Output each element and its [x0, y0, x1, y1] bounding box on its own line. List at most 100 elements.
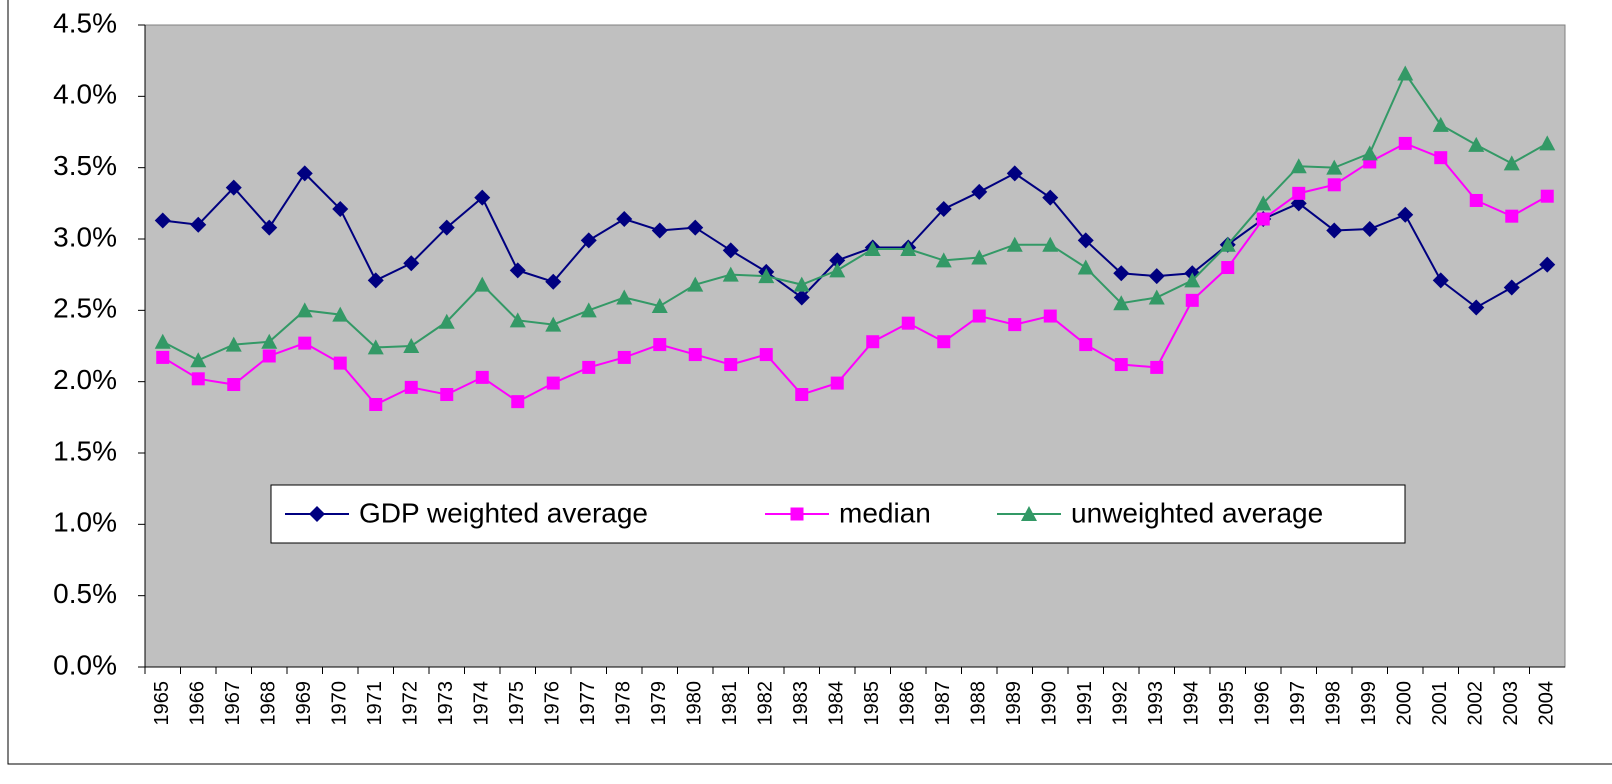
x-tick-label: 1976 — [542, 681, 564, 726]
series-line — [162, 142, 1548, 406]
x-tick-label: 1991 — [1074, 681, 1096, 726]
data-point — [262, 349, 276, 363]
data-point — [1539, 135, 1556, 151]
data-point — [651, 222, 668, 239]
data-point — [1397, 206, 1414, 223]
data-point — [404, 380, 418, 394]
x-tick-label: 2000 — [1394, 681, 1416, 726]
y-tick-label: 0.5% — [53, 578, 117, 609]
data-point — [971, 183, 988, 200]
plot-area — [144, 24, 1566, 668]
data-point — [1219, 236, 1236, 252]
data-point — [829, 262, 846, 278]
data-point — [795, 388, 809, 402]
data-point — [545, 273, 562, 290]
x-tick-label: 1979 — [648, 681, 670, 726]
x-tick-label: 1986 — [897, 681, 919, 726]
data-point — [1432, 272, 1449, 289]
data-point — [793, 289, 810, 306]
data-point — [367, 339, 384, 355]
data-point — [651, 298, 668, 314]
data-point — [1505, 209, 1519, 223]
x-tick-label: 1974 — [471, 681, 493, 726]
data-point — [864, 240, 881, 256]
x-tick-label: 1980 — [684, 681, 706, 726]
x-tick-label: 1994 — [1181, 681, 1203, 726]
data-point — [154, 212, 171, 229]
x-tick-label: 1990 — [1039, 681, 1061, 726]
data-point — [1432, 116, 1449, 132]
data-point — [511, 395, 525, 409]
data-point — [227, 378, 241, 392]
legend: GDP weighted average median unweighted ave… — [270, 484, 1406, 544]
data-point — [261, 333, 278, 349]
data-point — [1043, 309, 1057, 323]
data-point — [582, 360, 596, 374]
y-tick-label: 4.0% — [53, 79, 117, 110]
data-point — [509, 262, 526, 279]
data-point — [367, 272, 384, 289]
data-point — [225, 179, 242, 196]
data-point — [261, 219, 278, 236]
data-point — [154, 333, 171, 349]
x-tick-label: 1987 — [932, 681, 954, 726]
data-point — [1468, 299, 1485, 316]
data-point — [1006, 165, 1023, 182]
legend-marker — [309, 506, 325, 522]
series-line — [162, 171, 1548, 309]
x-tick-label: 1967 — [222, 681, 244, 726]
data-point — [653, 338, 667, 352]
data-point — [866, 335, 880, 349]
data-point — [545, 316, 562, 332]
data-point — [1326, 159, 1343, 175]
data-point — [440, 388, 454, 402]
data-point — [1079, 338, 1093, 352]
data-point — [1184, 272, 1201, 288]
data-point — [475, 370, 489, 384]
x-tick-label: 1970 — [329, 681, 351, 726]
data-point — [617, 350, 631, 364]
data-point — [1540, 189, 1554, 203]
data-point — [793, 276, 810, 292]
data-point — [332, 306, 349, 322]
data-point — [225, 336, 242, 352]
data-point — [1326, 222, 1343, 239]
data-point — [1503, 155, 1520, 171]
data-point — [296, 302, 313, 318]
data-point — [935, 201, 952, 218]
x-tick-label: 1965 — [151, 681, 173, 726]
data-point — [829, 252, 846, 269]
data-point — [156, 350, 170, 364]
data-point — [190, 216, 207, 233]
data-point — [369, 397, 383, 411]
legend-marker — [1021, 506, 1037, 521]
x-tick-label: 1984 — [826, 681, 848, 726]
data-point — [1397, 65, 1414, 81]
x-tick-label: 2001 — [1429, 681, 1451, 726]
x-tick-label: 2002 — [1465, 681, 1487, 726]
data-point — [190, 352, 207, 368]
data-point — [1292, 186, 1306, 200]
data-point — [900, 240, 917, 256]
y-tick-label: 4.5% — [53, 7, 117, 38]
y-tick-label: 3.5% — [53, 150, 117, 181]
data-point — [298, 336, 312, 350]
data-point — [971, 249, 988, 265]
x-tick-label: 1989 — [1003, 681, 1025, 726]
data-point — [687, 219, 704, 236]
x-tick-label: 1988 — [968, 681, 990, 726]
data-point — [616, 211, 633, 228]
x-tick-label: 1968 — [258, 681, 280, 726]
data-point — [191, 372, 205, 386]
y-tick-label: 1.0% — [53, 507, 117, 538]
legend-box — [270, 484, 1406, 544]
data-point — [1290, 158, 1307, 174]
x-tick-label: 1981 — [719, 681, 741, 726]
data-point — [972, 309, 986, 323]
data-point — [722, 266, 739, 282]
data-point — [1114, 358, 1128, 372]
data-point — [688, 348, 702, 362]
x-tick-label: 1995 — [1216, 681, 1238, 726]
data-point — [1113, 295, 1130, 311]
